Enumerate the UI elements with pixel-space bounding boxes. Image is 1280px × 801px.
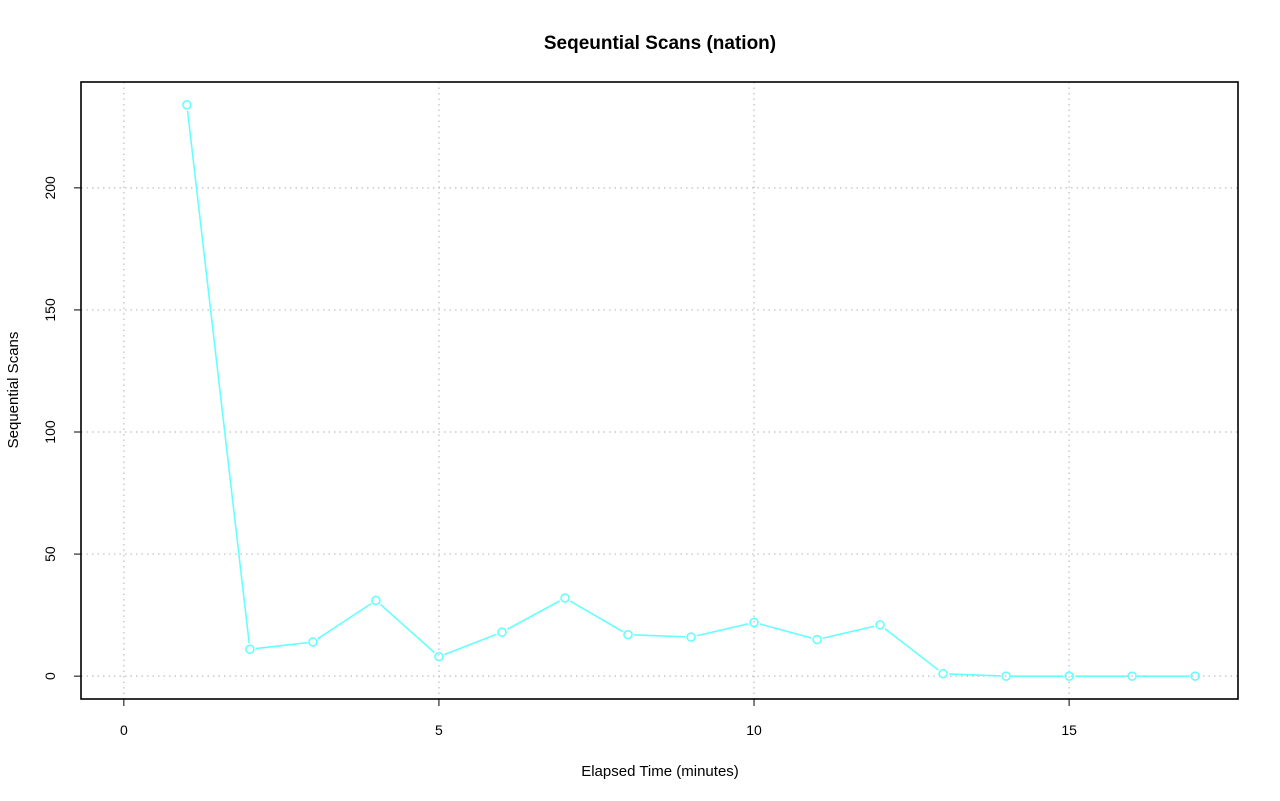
grid-lines — [81, 82, 1238, 699]
x-tick-label: 5 — [435, 722, 443, 738]
y-axis: 0 50 100 150 200 — [42, 176, 81, 680]
data-point — [749, 617, 759, 628]
x-axis: 0 5 10 15 — [120, 699, 1077, 738]
data-point — [1064, 671, 1074, 681]
data-point — [1001, 671, 1011, 681]
plot-frame — [80, 81, 1239, 700]
x-tick-label: 0 — [120, 722, 128, 738]
x-tick-label: 10 — [746, 722, 762, 738]
data-point — [1127, 671, 1137, 681]
x-tick-label: 15 — [1061, 722, 1077, 738]
data-point — [560, 593, 570, 603]
series-line-segment — [696, 623, 749, 637]
y-tick-label: 0 — [42, 672, 58, 680]
y-tick-label: 200 — [42, 176, 58, 200]
data-point — [686, 632, 696, 642]
series-line-segment — [379, 603, 435, 654]
series-line-segment — [633, 634, 686, 638]
series-line-segment — [569, 600, 624, 633]
chart-title: Seqeuntial Scans (nation) — [544, 33, 776, 54]
series-line-segment — [884, 627, 939, 671]
series-line-segment — [949, 673, 1001, 677]
series-line-segment — [759, 623, 812, 639]
data-point — [245, 644, 255, 655]
data-point — [875, 620, 885, 630]
data-point — [308, 637, 318, 647]
series-line-segment — [317, 603, 372, 640]
y-axis-label: Sequential Scans — [5, 332, 22, 449]
data-point — [497, 627, 507, 638]
data-point — [623, 629, 633, 640]
y-tick-label: 50 — [42, 546, 58, 562]
series-line-segment — [255, 641, 308, 650]
series-line-segment — [506, 600, 561, 631]
series-line-segment — [822, 625, 875, 639]
data-point — [812, 634, 822, 645]
data-point — [1190, 671, 1200, 681]
data-point — [371, 595, 381, 606]
y-tick-label: 100 — [42, 420, 58, 444]
data-point — [182, 100, 192, 110]
data-point — [938, 668, 948, 679]
data-point — [434, 651, 444, 662]
series-line-segment — [186, 110, 250, 644]
y-tick-label: 150 — [42, 298, 58, 322]
x-axis-label: Elapsed Time (minutes) — [581, 763, 739, 780]
series-line-segment — [444, 633, 497, 656]
series-group — [182, 100, 1200, 681]
